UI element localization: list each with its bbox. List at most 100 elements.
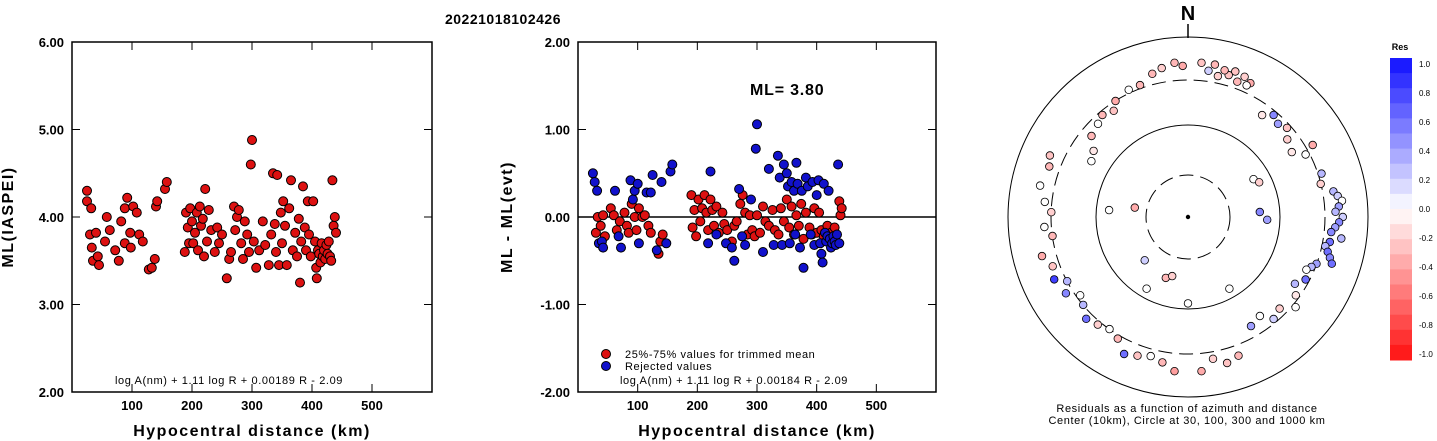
magnitude-point xyxy=(161,177,172,187)
magnitude-point xyxy=(233,205,244,215)
magnitude-point xyxy=(236,238,247,249)
azimuth-residual-point xyxy=(1326,227,1336,237)
trimmed-residual-point xyxy=(786,201,797,212)
magnitude-point xyxy=(305,251,316,262)
colorbar-cell xyxy=(1390,163,1412,180)
magnitude-point xyxy=(245,159,256,170)
trimmed-residual-point xyxy=(722,225,733,236)
trimmed-residual-point xyxy=(836,203,847,214)
magnitude-point xyxy=(298,181,308,192)
left-formula: log A(nm) + 1.11 log R + 0.00189 R - 2.0… xyxy=(115,375,343,387)
magnitude-point xyxy=(116,216,127,227)
magnitude-point xyxy=(247,135,257,145)
azimuth-residual-point xyxy=(1045,162,1054,171)
magnitude-point xyxy=(149,254,160,264)
azimuth-residual-point xyxy=(1254,178,1264,187)
trimmed-residual-point xyxy=(687,222,698,233)
magnitude-point xyxy=(260,240,271,250)
colorbar-cell xyxy=(1390,178,1412,195)
magnitude-point xyxy=(152,196,163,207)
magnitude-point xyxy=(230,225,241,236)
azimuth-residual-point xyxy=(1048,231,1057,241)
magnitude-point xyxy=(331,227,341,238)
azimuth-residual-point xyxy=(1040,222,1049,232)
trimmed-residual-point xyxy=(595,220,606,231)
trimmed-residual-point xyxy=(798,233,809,244)
azimuth-residual-point xyxy=(1183,299,1193,308)
rejected-residual-point xyxy=(778,159,789,170)
rejected-residual-point xyxy=(816,248,827,259)
colorbar-tick-label: -0.4 xyxy=(1419,263,1433,272)
colorbar-cell xyxy=(1390,58,1412,74)
colorbar-cell xyxy=(1390,344,1412,361)
rejected-residual-point xyxy=(616,242,626,253)
azimuth-residual-point xyxy=(1210,60,1220,69)
trimmed-residual-point xyxy=(645,227,656,238)
magnitude-point xyxy=(277,238,287,249)
rejected-residual-point xyxy=(752,119,762,130)
trimmed-residual-point xyxy=(767,205,778,215)
azimuth-residual-point xyxy=(1234,351,1243,360)
colorbar-cell xyxy=(1390,209,1412,225)
magnitude-point xyxy=(125,242,136,253)
magnitude-point xyxy=(248,236,259,247)
trimmed-residual-point xyxy=(711,201,722,212)
magnitude-point xyxy=(296,236,307,247)
magnitude-point xyxy=(101,212,112,222)
trimmed-residual-point xyxy=(781,194,792,205)
colorbar-ticks: 1.0 0.8 0.6 0.4 0.2 0.0 -0.2 -0.4 -0.6 -0.8 -1.0 xyxy=(1419,60,1433,359)
azimuth-residual-point xyxy=(1119,349,1129,359)
magnitude-point xyxy=(199,251,209,262)
azimuth-residual-point xyxy=(1049,275,1059,284)
magnitude-point xyxy=(86,242,97,253)
azimuth-residual-point xyxy=(1208,354,1218,363)
trimmed-residual-point xyxy=(735,198,746,209)
left-plot-frame xyxy=(71,41,433,393)
middle-x-label: Hypocentral distance (km) xyxy=(638,423,876,440)
magnitude-point xyxy=(272,170,283,180)
azimuth-residual-point xyxy=(1283,135,1292,144)
magnitude-point xyxy=(146,262,157,273)
rejected-residual-point xyxy=(632,178,643,189)
x-tick-label: 200 xyxy=(181,398,203,413)
colorbar-cell xyxy=(1390,299,1412,316)
trimmed-residual-point xyxy=(633,203,644,214)
azimuth-residual-point xyxy=(1225,284,1234,293)
azimuth-residual-point xyxy=(1273,119,1283,128)
trimmed-residual-point xyxy=(695,216,706,227)
trimmed-residual-point xyxy=(752,210,762,221)
x-tick-label: 400 xyxy=(301,398,323,413)
y-tick-label: 3.00 xyxy=(39,298,64,313)
azimuth-residual-point xyxy=(1291,303,1300,312)
rejected-residual-point xyxy=(772,150,783,161)
azimuth-residual-point xyxy=(1337,234,1346,243)
azimuth-residual-point xyxy=(1317,169,1326,178)
magnitude-point xyxy=(194,201,205,212)
magnitude-point xyxy=(137,236,148,247)
ring-100km xyxy=(1095,124,1281,310)
magnitude-point xyxy=(212,222,223,233)
azimuth-residual-point xyxy=(1037,251,1047,261)
magnitude-point xyxy=(263,260,274,271)
trimmed-residual-point xyxy=(657,229,668,240)
azimuth-residual-point xyxy=(1301,275,1310,284)
azimuth-residual-point xyxy=(1135,80,1145,90)
magnitude-panel: 100 200 300 400 500 2.00 3.00 4.00 5.00 6.00 log … xyxy=(0,35,433,440)
trimmed-residual-point xyxy=(598,210,609,221)
magnitude-point xyxy=(281,260,292,271)
magnitude-point xyxy=(242,229,253,240)
colorbar-cell xyxy=(1390,269,1412,285)
colorbar-cell xyxy=(1390,118,1412,134)
x-tick-label: 300 xyxy=(241,398,263,413)
y-tick-label: 5.00 xyxy=(39,123,64,138)
colorbar-tick-label: 0.2 xyxy=(1419,176,1431,185)
azimuth-residual-point xyxy=(1148,69,1157,78)
azimuth-residual-point xyxy=(1255,311,1265,321)
colorbar-tick-label: 0.8 xyxy=(1419,89,1431,98)
rejected-residual-point xyxy=(667,159,678,170)
trimmed-residual-point xyxy=(731,216,742,227)
azimuth-residual-point xyxy=(1111,96,1120,106)
colorbar-tick-label: -0.8 xyxy=(1419,321,1433,330)
colorbar-cell xyxy=(1390,239,1412,255)
magnitude-point xyxy=(91,227,101,238)
